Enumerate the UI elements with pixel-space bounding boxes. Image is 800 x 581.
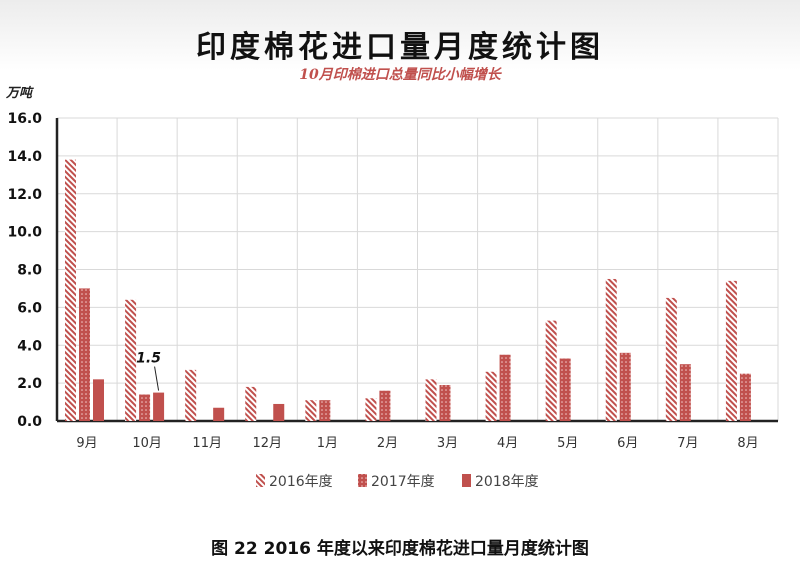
figure-caption: 图 22 2016 年度以来印度棉花进口量月度统计图 bbox=[211, 539, 589, 559]
bars bbox=[65, 159, 751, 421]
bar-2017年度-7月 bbox=[679, 364, 691, 421]
x-tick-label: 10月 bbox=[132, 436, 162, 451]
bar-2016年度-5月 bbox=[545, 320, 557, 421]
x-tick-label: 3月 bbox=[437, 436, 458, 451]
bar-2018年度-11月 bbox=[213, 407, 225, 421]
bar-2016年度-4月 bbox=[485, 371, 497, 421]
y-tick-label: 16.0 bbox=[7, 111, 42, 127]
legend-label: 2017年度 bbox=[371, 474, 435, 490]
bar-chart: 0.0 2.0 4.0 6.0 8.0 10.0 12.0 14.0 16.0 9月 10月 11月… bbox=[7, 111, 779, 490]
x-tick-label: 7月 bbox=[677, 436, 698, 451]
bar-2016年度-12月 bbox=[245, 386, 257, 421]
x-tick-label: 2月 bbox=[377, 436, 398, 451]
x-tick-label: 12月 bbox=[253, 436, 283, 451]
x-tick-label: 11月 bbox=[192, 436, 222, 451]
annotation-leader-line bbox=[154, 366, 160, 391]
chart-title: 印度棉花进口量月度统计图 bbox=[196, 30, 604, 65]
x-tick-label: 1月 bbox=[317, 436, 338, 451]
bar-2016年度-2月 bbox=[365, 398, 377, 421]
x-tick-label: 6月 bbox=[617, 436, 638, 451]
bar-2017年度-8月 bbox=[739, 373, 751, 421]
legend-swatch bbox=[358, 474, 367, 487]
bar-2016年度-6月 bbox=[605, 278, 617, 421]
annotations: 1.5 bbox=[136, 351, 161, 391]
annotation-label: 1.5 bbox=[136, 351, 161, 367]
gridlines bbox=[55, 117, 779, 423]
bar-2016年度-10月 bbox=[125, 299, 137, 421]
y-tick-label: 0.0 bbox=[17, 414, 42, 430]
bar-2017年度-3月 bbox=[439, 385, 451, 421]
bar-2018年度-12月 bbox=[273, 403, 285, 421]
bar-2018年度-9月 bbox=[93, 379, 104, 421]
bar-2016年度-7月 bbox=[665, 297, 677, 421]
bar-2017年度-6月 bbox=[619, 352, 631, 421]
y-axis-ticks: 0.0 2.0 4.0 6.0 8.0 10.0 12.0 14.0 16.0 bbox=[7, 111, 42, 430]
x-tick-label: 9月 bbox=[76, 436, 97, 451]
legend: 2016年度 2017年度 2018年度 bbox=[256, 474, 539, 490]
bar-2017年度-4月 bbox=[499, 354, 511, 421]
y-tick-label: 14.0 bbox=[7, 149, 42, 165]
x-tick-label: 8月 bbox=[737, 436, 758, 451]
bar-2017年度-1月 bbox=[319, 400, 331, 421]
chart-card: 印度棉花进口量月度统计图 10月印棉进口总量同比小幅增长 万吨 0.0 2.0 4.… bbox=[0, 0, 800, 520]
legend-label: 2018年度 bbox=[475, 474, 539, 490]
legend-swatch bbox=[462, 474, 471, 487]
y-tick-label: 4.0 bbox=[17, 338, 42, 354]
bar-2016年度-1月 bbox=[305, 400, 317, 421]
legend-label: 2016年度 bbox=[269, 474, 333, 490]
x-tick-label: 4月 bbox=[497, 436, 518, 451]
bar-2016年度-8月 bbox=[725, 280, 737, 421]
bar-2016年度-3月 bbox=[425, 379, 437, 421]
bar-2017年度-10月 bbox=[139, 394, 151, 421]
y-axis-unit-label: 万吨 bbox=[6, 86, 33, 101]
bar-2017年度-2月 bbox=[379, 390, 391, 421]
y-tick-label: 10.0 bbox=[7, 225, 42, 241]
bar-2017年度-5月 bbox=[559, 358, 571, 421]
y-tick-label: 8.0 bbox=[17, 263, 42, 279]
y-tick-label: 2.0 bbox=[17, 376, 42, 392]
chart-subtitle: 10月印棉进口总量同比小幅增长 bbox=[299, 67, 501, 83]
bar-2018年度-10月 bbox=[153, 392, 165, 421]
bar-2017年度-9月 bbox=[79, 288, 90, 421]
x-axis-ticks: 9月 10月 11月 12月 1月 2月 3月 4月 5月 6月 7月 8月 bbox=[76, 436, 758, 451]
legend-swatch bbox=[256, 474, 265, 487]
bar-2016年度-11月 bbox=[185, 369, 197, 421]
y-tick-label: 6.0 bbox=[17, 300, 42, 316]
y-tick-label: 12.0 bbox=[7, 187, 42, 203]
bar-2016年度-9月 bbox=[65, 159, 76, 421]
x-tick-label: 5月 bbox=[557, 436, 578, 451]
